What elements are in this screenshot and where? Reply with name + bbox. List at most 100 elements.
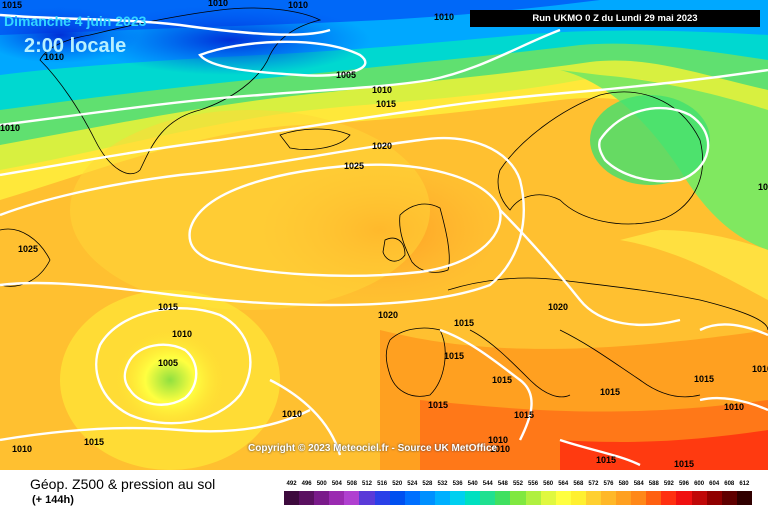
scale-swatch: [540, 491, 556, 505]
isobar-label: 1010: [12, 444, 32, 454]
scale-swatch: [706, 491, 722, 505]
scale-tick-label: 544: [482, 481, 493, 487]
scale-tick-label: 496: [301, 481, 312, 487]
scale-swatch: [646, 491, 662, 505]
isobar-label: 1010: [490, 444, 510, 454]
isobar-labels: 1015 1010 1010 1010 1010 1005 1010 1015 …: [0, 0, 768, 469]
scale-tick-label: 564: [558, 481, 569, 487]
isobar-label: 1025: [344, 161, 364, 171]
scale-tick-label: 576: [603, 481, 614, 487]
isobar-label: 1010: [434, 12, 454, 22]
isobar-label: 1015: [514, 410, 534, 420]
scale-tick-label: 568: [573, 481, 584, 487]
isobar-label: 1025: [18, 244, 38, 254]
scale-tick-label: 612: [739, 481, 750, 487]
color-scale-swatches: [284, 491, 752, 505]
copyright-notice: Copyright © 2023 Meteociel.fr - Source U…: [248, 443, 498, 454]
legend-footer: Géop. Z500 & pression au sol (+ 144h) 49…: [0, 470, 768, 512]
coastlines: [0, 7, 768, 398]
scale-swatch: [676, 491, 692, 505]
scale-tick-label: 572: [588, 481, 599, 487]
isobar-label: 1010: [288, 0, 308, 10]
scale-tick-label: 536: [452, 481, 463, 487]
scale-swatch: [495, 491, 511, 505]
scale-tick-label: 528: [422, 481, 433, 487]
scale-swatch: [525, 491, 541, 505]
scale-tick-label: 532: [437, 481, 448, 487]
scale-swatch: [570, 491, 586, 505]
scale-swatch: [344, 491, 360, 505]
scale-swatch: [631, 491, 647, 505]
isobar-label: 1020: [378, 310, 398, 320]
scale-swatch: [661, 491, 677, 505]
scale-swatch: [299, 491, 315, 505]
isobar-label: 1015: [596, 455, 616, 465]
scale-swatch: [616, 491, 632, 505]
scale-tick-label: 584: [633, 481, 644, 487]
scale-tick-label: 552: [512, 481, 523, 487]
isobar-label: 1010: [724, 402, 744, 412]
isobar-label: 1010: [208, 0, 228, 8]
scale-tick-label: 524: [407, 481, 418, 487]
scale-swatch: [510, 491, 526, 505]
isobar-label: 1020: [372, 141, 392, 151]
color-scale-ticks: 492 496 500 504 508 512 516 520 524 528 532 536 540 5…: [284, 480, 752, 489]
isobar-label: 1015: [444, 351, 464, 361]
scale-tick-label: 608: [724, 481, 735, 487]
isobar-label: 1010: [172, 329, 192, 339]
isobar-label: 1005: [158, 358, 178, 368]
isobar-label: 1015: [492, 375, 512, 385]
isobar-label: 1005: [336, 70, 356, 80]
scale-swatch: [691, 491, 707, 505]
isobar-label: 1010: [488, 435, 508, 445]
model-run-label: Run UKMO 0 Z du Lundi 29 mai 2023: [470, 10, 760, 27]
isobar-label: 1015: [84, 437, 104, 447]
scale-tick-label: 600: [694, 481, 705, 487]
scale-swatch: [600, 491, 617, 505]
scale-tick-label: 580: [618, 481, 629, 487]
scale-tick-label: 516: [377, 481, 388, 487]
scale-swatch: [389, 491, 405, 505]
geopotential-field: 1015 1010 1010 1010 1010 1005 1010 1015 …: [0, 0, 768, 470]
scale-tick-label: 596: [678, 481, 689, 487]
scale-swatch: [314, 491, 330, 505]
scale-swatch: [434, 491, 451, 505]
scale-swatch: [585, 491, 601, 505]
isobars: [0, 13, 768, 467]
scale-swatch: [359, 491, 375, 505]
scale-tick-label: 556: [528, 481, 539, 487]
legend-subtitle: (+ 144h): [32, 494, 74, 506]
isobar-label: 1015: [454, 318, 474, 328]
scale-swatch: [465, 491, 481, 505]
scale-tick-label: 500: [316, 481, 327, 487]
isobar-label: 1015: [428, 400, 448, 410]
scale-tick-label: 512: [362, 481, 373, 487]
scale-tick-label: 540: [467, 481, 478, 487]
color-scale: 492 496 500 504 508 512 516 520 524 528 532 536 540 5…: [284, 480, 752, 506]
scale-swatch: [419, 491, 435, 505]
scale-swatch: [721, 491, 737, 505]
forecast-date: Dimanche 4 juin 2023: [4, 13, 147, 29]
scale-swatch: [374, 491, 390, 505]
isobar-label: 1020: [548, 302, 568, 312]
scale-tick-label: 520: [392, 481, 403, 487]
isobar-label: 1015: [158, 302, 178, 312]
scale-tick-label: 492: [286, 481, 297, 487]
isobar-label: 1015: [674, 459, 694, 469]
isobar-label: 1010: [758, 182, 768, 192]
scale-swatch: [284, 491, 300, 505]
scale-swatch: [404, 491, 420, 505]
isobar-label: 1010: [0, 123, 20, 133]
isobar-label: 1015: [2, 0, 22, 10]
isobar-label: 1015: [376, 99, 396, 109]
scale-swatch: [555, 491, 571, 505]
scale-tick-label: 604: [709, 481, 720, 487]
forecast-time: 2:00 locale: [24, 35, 127, 57]
legend-title: Géop. Z500 & pression au sol: [30, 476, 216, 492]
scale-tick-label: 560: [543, 481, 554, 487]
scale-tick-label: 504: [331, 481, 342, 487]
weather-map: 1015 1010 1010 1010 1010 1005 1010 1015 …: [0, 0, 768, 470]
isobar-label: 1015: [694, 374, 714, 384]
scale-tick-label: 508: [346, 481, 357, 487]
scale-swatch: [450, 491, 466, 505]
